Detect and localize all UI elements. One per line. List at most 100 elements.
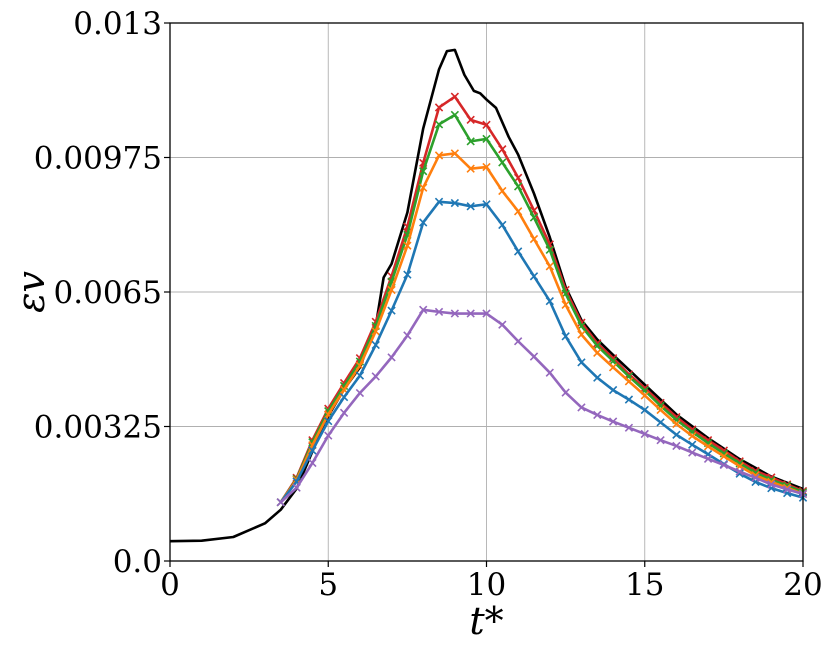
data-point-marker [466, 309, 475, 318]
data-point-marker [529, 272, 539, 281]
data-point-marker [276, 498, 285, 507]
data-point-marker [324, 416, 333, 426]
data-point-marker [513, 207, 523, 216]
x-tick-label: 5 [318, 567, 338, 603]
data-point-marker [513, 247, 523, 256]
data-point-marker [719, 452, 729, 461]
data-point-marker [324, 431, 333, 440]
series-line [279, 95, 804, 503]
data-point-marker [482, 309, 491, 318]
y-tick-label: 0.0065 [54, 275, 162, 311]
data-point-marker [466, 164, 475, 173]
data-point-marker [498, 145, 507, 154]
data-point-marker [577, 403, 586, 412]
series-4 [276, 197, 808, 507]
data-point-marker [450, 110, 460, 120]
data-point-marker [513, 182, 523, 191]
data-point-marker [403, 241, 412, 250]
data-point-marker [419, 166, 428, 176]
x-axis-ticks: 0 5 10 15 20 [160, 561, 823, 603]
series-layer [169, 48, 808, 543]
series-3 [276, 149, 808, 507]
data-point-marker [466, 115, 475, 125]
x-tick-label: 10 [467, 567, 506, 603]
data-point-marker [577, 358, 586, 367]
y-tick-label: 0.013 [73, 6, 162, 42]
x-axis-label: t* [469, 599, 503, 643]
data-point-marker [403, 331, 412, 340]
x-tick-label: 20 [783, 567, 822, 603]
data-point-marker [656, 398, 665, 408]
data-point-marker [656, 435, 665, 445]
data-point-marker [450, 149, 460, 158]
data-point-marker [688, 425, 697, 434]
data-point-marker [482, 162, 491, 172]
data-point-marker [608, 354, 618, 363]
data-point-marker [308, 446, 317, 455]
data-point-marker [529, 234, 539, 244]
data-point-marker [387, 306, 396, 315]
data-point-marker [529, 213, 539, 222]
series-line [279, 200, 804, 504]
series-5 [276, 305, 808, 507]
data-point-marker [561, 300, 570, 309]
data-point-marker [339, 392, 349, 402]
data-point-marker [656, 418, 665, 427]
data-point-marker [498, 220, 507, 230]
data-point-marker [608, 385, 618, 395]
data-point-marker [593, 410, 602, 420]
data-point-marker [624, 377, 634, 386]
data-point-marker [355, 361, 365, 370]
data-point-marker [419, 218, 428, 227]
y-tick-label: 0.0 [113, 544, 162, 580]
data-point-marker [608, 363, 618, 372]
data-point-marker [735, 467, 744, 476]
data-point-marker [624, 395, 634, 404]
data-point-marker [450, 309, 460, 318]
data-point-marker [767, 480, 776, 489]
data-point-marker [624, 423, 634, 432]
data-point-marker [308, 458, 317, 468]
data-point-marker [703, 442, 713, 451]
data-point-marker [355, 371, 365, 380]
data-point-marker [545, 368, 554, 377]
data-point-marker [466, 137, 475, 146]
data-point-marker [703, 454, 713, 463]
data-point-marker [466, 202, 475, 211]
data-point-marker [688, 440, 697, 449]
data-point-marker [450, 198, 460, 208]
data-point-marker [672, 441, 681, 451]
y-tick-label: 0.00325 [34, 410, 162, 446]
series-line [279, 308, 804, 504]
x-tick-label: 15 [625, 567, 664, 603]
data-point-marker [561, 388, 570, 397]
grid [169, 22, 804, 562]
data-point-marker [419, 183, 428, 192]
data-point-marker [593, 373, 602, 382]
data-point-marker [593, 348, 602, 358]
data-point-marker [545, 245, 554, 254]
data-point-marker [434, 120, 444, 129]
data-point-marker [608, 417, 618, 426]
data-point-marker [387, 353, 396, 362]
data-point-marker [783, 485, 792, 494]
series-line [279, 113, 804, 503]
data-point-marker [561, 332, 570, 341]
data-point-marker [371, 327, 380, 336]
data-point-marker [498, 158, 507, 167]
data-point-marker [688, 448, 697, 457]
data-point-marker [450, 92, 460, 101]
data-point-marker [545, 296, 554, 306]
data-point-marker [640, 383, 649, 393]
data-point-marker [640, 429, 649, 439]
data-point-marker [719, 460, 729, 470]
data-point-marker [419, 305, 428, 314]
data-point-marker [434, 197, 444, 206]
data-point-marker [292, 483, 301, 492]
data-point-marker [434, 151, 444, 160]
data-point-marker [513, 173, 523, 182]
x-tick-label: 0 [160, 567, 180, 603]
data-point-marker [355, 388, 365, 398]
data-point-marker [640, 405, 649, 415]
series-line [279, 152, 804, 503]
